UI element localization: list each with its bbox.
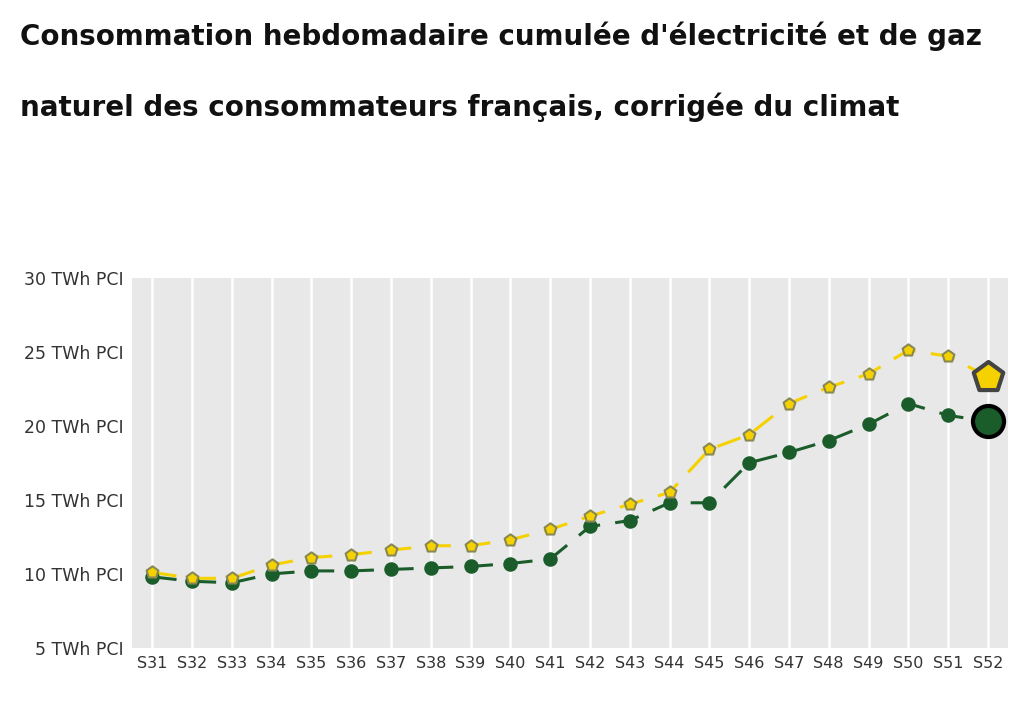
Point [145, 567, 161, 578]
Point [821, 382, 837, 393]
Point [979, 416, 996, 427]
Point [383, 545, 399, 556]
Point [781, 398, 797, 409]
Point [303, 565, 320, 577]
Point [701, 444, 718, 455]
Point [701, 497, 718, 508]
Point [662, 497, 678, 508]
Point [622, 515, 638, 526]
Point [145, 571, 161, 582]
Point [900, 398, 916, 409]
Point [979, 371, 996, 382]
Point [741, 457, 757, 468]
Point [462, 561, 478, 572]
Point [343, 565, 359, 577]
Point [940, 409, 956, 421]
Point [900, 345, 916, 356]
Point [622, 498, 638, 510]
Point [224, 572, 240, 584]
Point [542, 524, 558, 535]
Point [383, 564, 399, 575]
Point [582, 520, 599, 532]
Point [264, 568, 280, 580]
Point [741, 429, 757, 440]
Point [422, 540, 439, 551]
Point [264, 560, 280, 571]
Point [940, 350, 956, 362]
Point [860, 419, 876, 430]
Point [662, 487, 678, 498]
Point [224, 577, 240, 588]
Point [502, 557, 518, 569]
Point [343, 549, 359, 560]
Point [821, 435, 837, 446]
Point [781, 446, 797, 458]
Point [184, 572, 201, 584]
Text: naturel des consommateurs français, corrigée du climat: naturel des consommateurs français, corr… [20, 93, 900, 122]
Point [582, 511, 599, 522]
Point [860, 368, 876, 379]
Point [184, 575, 201, 587]
Point [502, 534, 518, 545]
Point [462, 540, 478, 551]
Point [303, 552, 320, 563]
Point [422, 562, 439, 574]
Text: Consommation hebdomadaire cumulée d'électricité et de gaz: Consommation hebdomadaire cumulée d'élec… [20, 21, 982, 51]
Point [542, 553, 558, 565]
